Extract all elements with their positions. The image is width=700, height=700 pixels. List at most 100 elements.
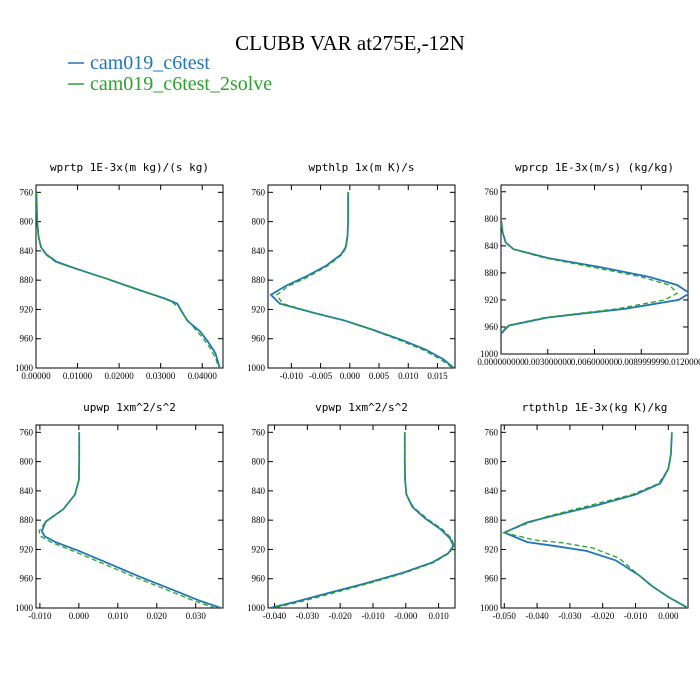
y-tick-label-5-2: 840 <box>485 486 499 496</box>
panel-title-1: wpthlp 1x(m K)/s <box>309 161 415 174</box>
x-tick-label-5-3: -0.020 <box>591 611 615 621</box>
x-tick-label-1-5: 0.015 <box>427 371 448 381</box>
y-tick-label-2-6: 1000 <box>480 349 499 359</box>
y-tick-label-3-4: 920 <box>20 544 34 554</box>
x-tick-label-5-5: 0.000 <box>658 611 679 621</box>
x-tick-label-2-4: 0.012000000 <box>664 357 700 367</box>
x-tick-label-3-1: 0.000 <box>69 611 90 621</box>
y-tick-label-2-2: 840 <box>485 241 499 251</box>
plot-area-0 <box>35 184 224 369</box>
x-tick-label-3-3: 0.020 <box>147 611 168 621</box>
y-tick-label-4-0: 760 <box>252 427 266 437</box>
x-tick-label-0-4: 0.04000 <box>188 371 218 381</box>
x-tick-label-3-0: -0.010 <box>28 611 52 621</box>
panel-title-4: vpwp 1xm^2/s^2 <box>315 401 408 414</box>
y-tick-label-3-1: 800 <box>20 457 34 467</box>
y-tick-label-4-3: 880 <box>252 515 266 525</box>
x-tick-label-4-3: -0.010 <box>361 611 385 621</box>
panel-4: vpwp 1xm^2/s^27608008408809209601000-0.0… <box>247 401 456 621</box>
plot-area-3 <box>35 424 224 609</box>
panel-title-0: wprtp 1E-3x(m kg)/(s kg) <box>50 161 209 174</box>
y-tick-label-4-5: 960 <box>252 574 266 584</box>
y-tick-label-5-3: 880 <box>485 515 499 525</box>
y-tick-label-3-0: 760 <box>20 427 34 437</box>
x-tick-label-4-2: -0.020 <box>329 611 353 621</box>
y-tick-label-4-2: 840 <box>252 486 266 496</box>
y-tick-label-3-6: 1000 <box>15 603 34 613</box>
series-line-2-1 <box>501 191 679 354</box>
y-tick-label-5-4: 920 <box>485 544 499 554</box>
x-tick-label-2-2: 0.006000000 <box>571 357 619 367</box>
y-tick-label-4-4: 920 <box>252 544 266 554</box>
series-line-3-1 <box>38 432 216 608</box>
panel-2: wprcp 1E-3x(m/s) (kg/kg) 760 800 840 880 920 9… <box>477 161 700 367</box>
x-tick-label-5-2: -0.030 <box>558 611 582 621</box>
series-line-0-1 <box>36 192 220 368</box>
y-tick-label-2-0: 760 <box>485 187 499 197</box>
series-line-0-0 <box>36 192 221 368</box>
legend: cam019_c6test cam019_c6test_2solve <box>68 52 272 95</box>
x-tick-label-4-4: -0.000 <box>394 611 418 621</box>
y-tick-label-0-3: 880 <box>20 275 34 285</box>
chart-title: CLUBB VAR at275E,-12N <box>235 31 465 55</box>
y-tick-label-1-4: 920 <box>252 304 266 314</box>
plot-area-4 <box>267 424 456 609</box>
y-tick-label-1-3: 880 <box>252 275 266 285</box>
x-tick-label-4-1: -0.030 <box>296 611 320 621</box>
panel-0: wprtp 1E-3x(m kg)/(s kg) 760 800 840 880 920 9… <box>15 161 224 381</box>
x-tick-label-2-1: 0.003000000 <box>524 357 572 367</box>
y-tick-label-5-5: 960 <box>485 574 499 584</box>
y-tick-label-2-4: 920 <box>485 295 499 305</box>
plot-area-1 <box>267 184 456 369</box>
panels-container: wprtp 1E-3x(m kg)/(s kg) 760 800 840 880 920 9… <box>15 161 700 621</box>
series-line-4-0 <box>269 432 455 608</box>
y-tick-label-5-0: 760 <box>485 427 499 437</box>
plot-area-2 <box>500 184 689 355</box>
x-tick-label-2-0: 0.000000000 <box>477 357 525 367</box>
y-tick-label-0-0: 760 <box>20 187 34 197</box>
y-tick-label-0-4: 920 <box>20 304 34 314</box>
panel-title-5: rtpthlp 1E-3x(kg K)/kg <box>522 401 668 414</box>
series-line-4-1 <box>272 432 455 608</box>
y-tick-label-4-1: 800 <box>252 457 266 467</box>
series-line-3-0 <box>40 432 222 608</box>
x-tick-label-3-2: 0.010 <box>108 611 129 621</box>
series-line-1-1 <box>275 192 454 368</box>
y-tick-label-3-3: 880 <box>20 515 34 525</box>
y-tick-label-1-6: 1000 <box>247 363 266 373</box>
panel-title-2: wprcp 1E-3x(m/s) (kg/kg) <box>515 161 674 174</box>
y-tick-label-1-2: 840 <box>252 246 266 256</box>
x-tick-label-0-0: 0.00000 <box>21 371 51 381</box>
x-tick-label-1-3: 0.005 <box>369 371 390 381</box>
x-tick-label-5-1: -0.040 <box>525 611 549 621</box>
y-tick-label-3-2: 840 <box>20 486 34 496</box>
legend-label-0: cam019_c6test <box>90 52 210 74</box>
x-tick-label-5-4: -0.010 <box>624 611 648 621</box>
y-tick-label-5-1: 800 <box>485 457 499 467</box>
x-tick-label-0-3: 0.03000 <box>146 371 176 381</box>
panel-3: upwp 1xm^2/s^2 760 800 840 880 920 960 1000-0.0… <box>15 401 224 621</box>
x-tick-label-0-1: 0.01000 <box>63 371 93 381</box>
y-tick-label-3-5: 960 <box>20 574 34 584</box>
series-line-5-1 <box>502 432 688 608</box>
series-line-5-0 <box>502 432 688 608</box>
y-tick-label-0-2: 840 <box>20 246 34 256</box>
x-tick-label-1-0: -0.010 <box>280 371 304 381</box>
x-tick-label-4-0: -0.040 <box>263 611 287 621</box>
y-tick-label-5-6: 1000 <box>480 603 499 613</box>
y-tick-label-1-5: 960 <box>252 334 266 344</box>
x-tick-label-1-1: -0.005 <box>309 371 333 381</box>
series-line-2-0 <box>501 191 688 354</box>
x-tick-label-0-2: 0.02000 <box>104 371 134 381</box>
x-tick-label-4-5: 0.010 <box>428 611 449 621</box>
y-tick-label-2-5: 960 <box>485 322 499 332</box>
y-tick-label-1-0: 760 <box>252 187 266 197</box>
y-tick-label-0-5: 960 <box>20 334 34 344</box>
series-line-1-0 <box>269 192 455 368</box>
x-tick-label-1-2: 0.000 <box>340 371 361 381</box>
y-tick-label-2-3: 880 <box>485 268 499 278</box>
legend-label-1: cam019_c6test_2solve <box>90 73 272 95</box>
y-tick-label-4-6: 1000 <box>247 603 266 613</box>
y-tick-label-0-6: 1000 <box>15 363 34 373</box>
